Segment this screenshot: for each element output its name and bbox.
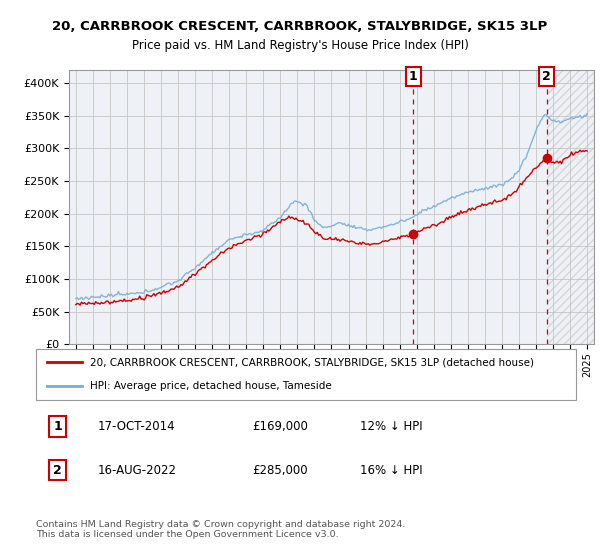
- Text: 2: 2: [542, 70, 551, 83]
- Text: 12% ↓ HPI: 12% ↓ HPI: [360, 420, 422, 433]
- Text: 16-AUG-2022: 16-AUG-2022: [98, 464, 177, 477]
- Text: 1: 1: [409, 70, 418, 83]
- Text: 20, CARRBROOK CRESCENT, CARRBROOK, STALYBRIDGE, SK15 3LP: 20, CARRBROOK CRESCENT, CARRBROOK, STALY…: [52, 20, 548, 32]
- Text: 16% ↓ HPI: 16% ↓ HPI: [360, 464, 422, 477]
- Text: 20, CARRBROOK CRESCENT, CARRBROOK, STALYBRIDGE, SK15 3LP (detached house): 20, CARRBROOK CRESCENT, CARRBROOK, STALY…: [90, 357, 534, 367]
- Text: 2: 2: [53, 464, 62, 477]
- Text: Price paid vs. HM Land Registry's House Price Index (HPI): Price paid vs. HM Land Registry's House …: [131, 39, 469, 52]
- Text: Contains HM Land Registry data © Crown copyright and database right 2024.
This d: Contains HM Land Registry data © Crown c…: [36, 520, 406, 539]
- Text: 17-OCT-2014: 17-OCT-2014: [98, 420, 176, 433]
- Text: HPI: Average price, detached house, Tameside: HPI: Average price, detached house, Tame…: [90, 381, 332, 391]
- Text: £285,000: £285,000: [252, 464, 308, 477]
- Text: 1: 1: [53, 420, 62, 433]
- FancyBboxPatch shape: [36, 349, 576, 400]
- Bar: [547, 70, 594, 344]
- Text: £169,000: £169,000: [252, 420, 308, 433]
